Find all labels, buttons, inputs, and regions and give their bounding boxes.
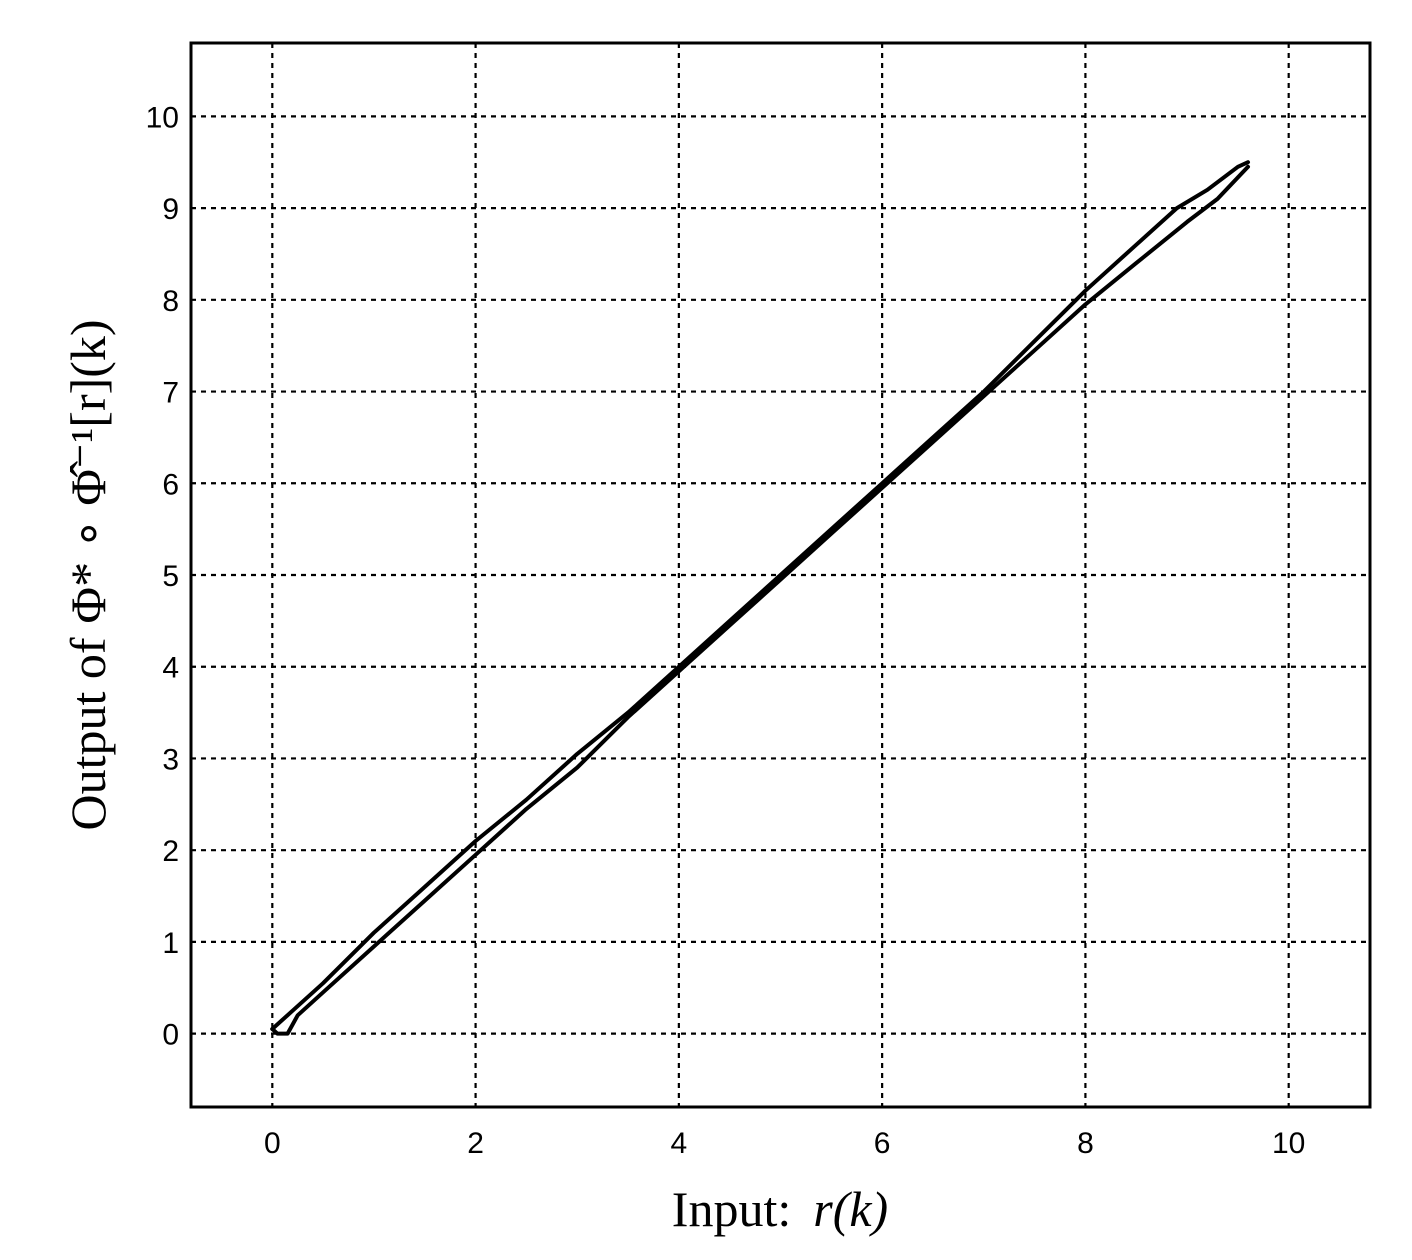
y-tick-label: 9 <box>162 193 179 226</box>
x-axis-label: Input: r(k) <box>672 1181 888 1237</box>
tick-labels: 0 2 4 6 8 10 0 1 2 3 4 5 6 7 8 9 10 <box>146 101 1306 1160</box>
y-axis-label: Output ofΦ* ∘ Φ̂⁻¹[r](k) <box>60 319 116 830</box>
y-tick-label: 4 <box>162 652 179 685</box>
y-tick-label: 8 <box>162 285 179 318</box>
x-tick-label: 0 <box>264 1127 281 1160</box>
y-tick-label: 0 <box>162 1019 179 1052</box>
y-tick-label: 1 <box>162 927 179 960</box>
y-tick-label: 10 <box>146 101 179 134</box>
y-tick-label: 6 <box>162 468 179 501</box>
x-tick-label: 4 <box>671 1127 688 1160</box>
y-tick-label: 3 <box>162 743 179 776</box>
plot-frame <box>189 41 1372 1109</box>
series-line-2 <box>270 164 1250 1036</box>
series-line-1 <box>270 160 1250 1031</box>
grid-lines <box>191 43 1370 1107</box>
y-tick-label: 7 <box>162 377 179 410</box>
y-tick-label: 5 <box>162 560 179 593</box>
x-tick-label: 8 <box>1077 1127 1094 1160</box>
x-tick-label: 2 <box>467 1127 484 1160</box>
y-tick-label: 2 <box>162 835 179 868</box>
data-curves <box>270 160 1250 1036</box>
x-tick-label: 10 <box>1272 1127 1305 1160</box>
x-tick-label: 6 <box>874 1127 891 1160</box>
